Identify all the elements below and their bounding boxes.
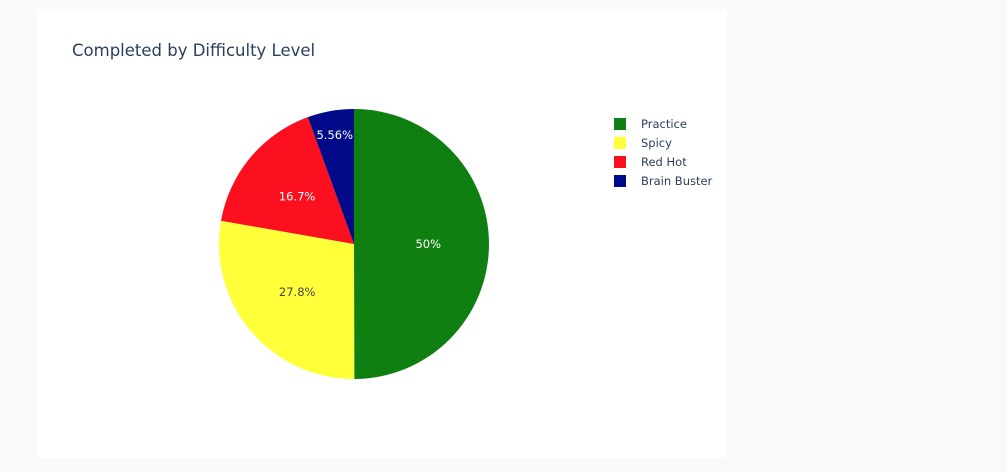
legend-item-red-hot[interactable]: Red Hot [614,152,712,171]
legend-label: Spicy [641,135,672,150]
legend-label: Red Hot [641,154,687,169]
pie-chart: 50% 27.8% 16.7% 5.56% [218,109,489,379]
legend: Practice Spicy Red Hot Brain Buster [614,114,712,190]
legend-label: Practice [641,116,687,131]
legend-swatch [614,155,626,168]
pie-label-practice: 50% [415,237,441,251]
legend-label: Brain Buster [641,173,713,188]
pie-slice-red-hot[interactable] [221,117,354,244]
legend-item-practice[interactable]: Practice [614,114,712,133]
pie-slice-practice[interactable] [354,109,489,379]
pie-label-brain-buster: 5.56% [316,128,353,142]
legend-item-spicy[interactable]: Spicy [614,133,712,152]
legend-swatch [614,117,626,130]
pie-labels: 50% 27.8% 16.7% 5.56% [279,128,441,299]
pie-label-red-hot: 16.7% [279,189,316,203]
pie-slice-spicy[interactable] [218,220,355,379]
chart-card: Completed by Difficulty Level 50% 27.8% 16… [37,9,727,458]
chart-title: Completed by Difficulty Level [72,41,316,60]
pie-slices [218,109,489,379]
legend-swatch [614,136,626,149]
pie-slice-brain-buster[interactable] [307,109,354,244]
legend-swatch [614,174,626,187]
legend-item-brain-buster[interactable]: Brain Buster [614,171,712,190]
pie-label-spicy: 27.8% [279,285,316,299]
